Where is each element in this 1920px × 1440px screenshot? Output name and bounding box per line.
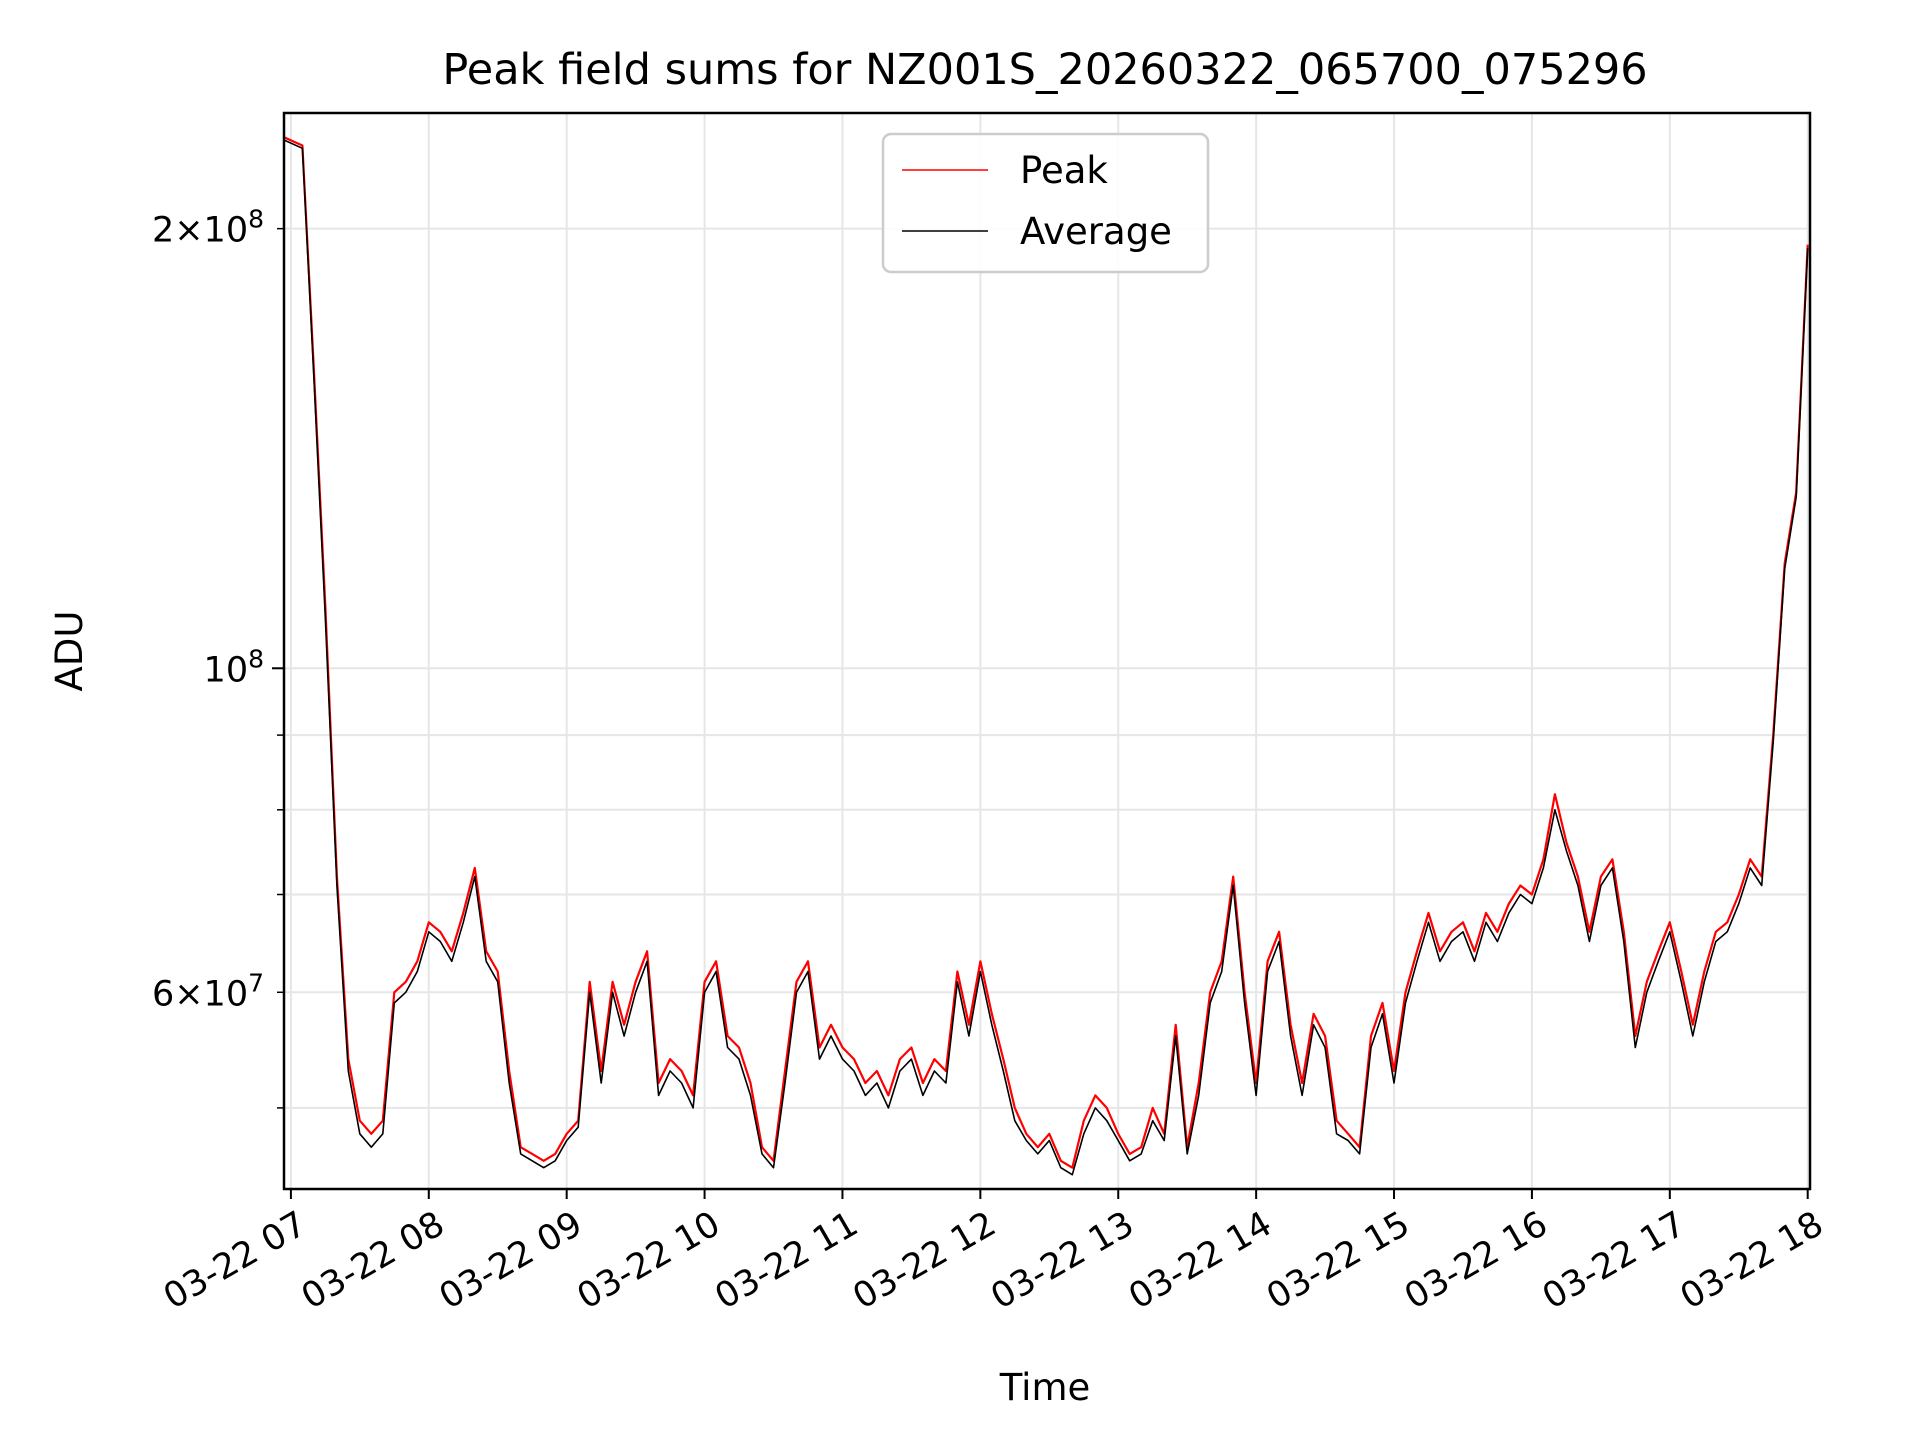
x-axis-label: Time (999, 1366, 1091, 1409)
y-tick-label: 6×107 (152, 968, 264, 1014)
legend: Peak Average (881, 132, 1210, 274)
y-axis-label: ADU (48, 611, 91, 692)
legend-label-average: Average (1020, 210, 1172, 253)
legend-box (881, 132, 1210, 274)
plot-area-frame (282, 111, 1812, 1191)
series-line-average (283, 139, 1809, 1176)
series-lines (283, 136, 1809, 1176)
legend-label-peak: Peak (1020, 149, 1108, 192)
y-tick-label: 2×108 (152, 205, 264, 251)
y-tick-label: 108 (204, 644, 264, 690)
series-line-peak (283, 136, 1809, 1169)
chart-title: Peak field sums for NZ001S_20260322_0657… (442, 45, 1647, 95)
grid-lines (284, 113, 1810, 1189)
y-axis-ticks: 108 6×107 2×108 (152, 205, 284, 1109)
